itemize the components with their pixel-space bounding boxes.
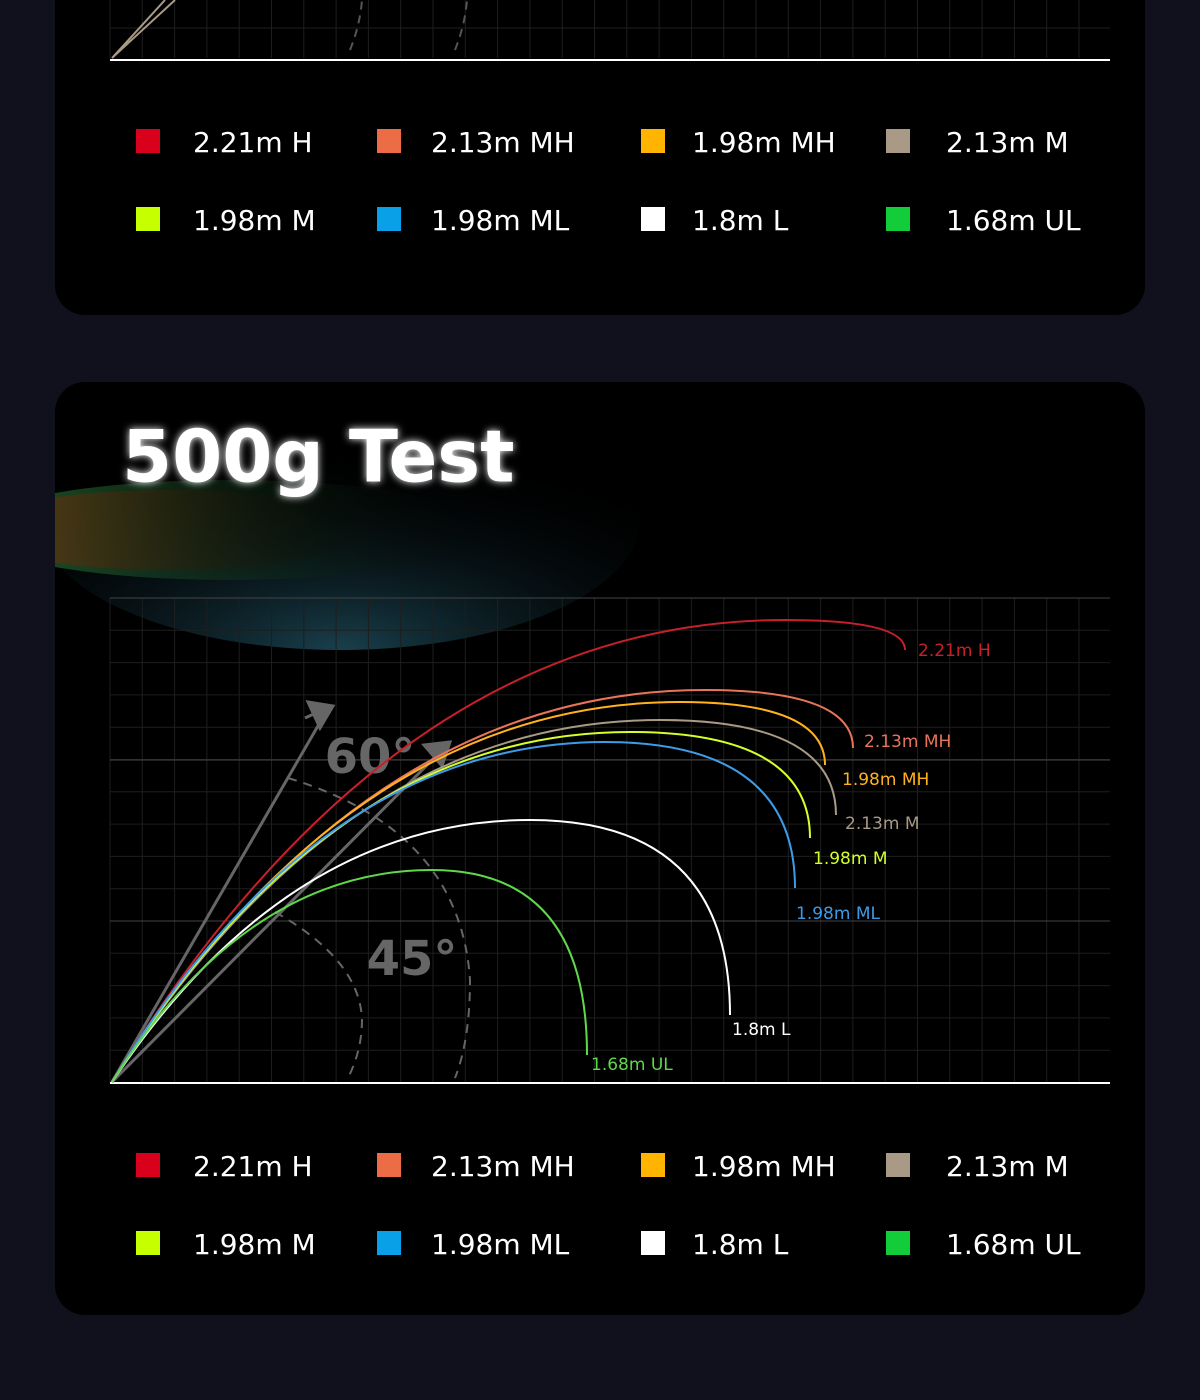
legend-swatch <box>886 129 910 153</box>
angle-arc <box>349 0 468 51</box>
legend-label: 1.98m MH <box>692 1150 836 1183</box>
bend-curve <box>111 718 837 1083</box>
curve-label: 1.98m M <box>813 849 887 869</box>
curve-fragment <box>111 0 176 59</box>
legend-label: 1.68m UL <box>946 204 1081 237</box>
legend-label: 1.8m L <box>692 1228 789 1261</box>
legend-label: 1.68m UL <box>946 1228 1081 1261</box>
grid <box>109 597 1110 1083</box>
curve-label: 1.8m L <box>732 1020 791 1040</box>
bend-curve <box>111 730 811 1083</box>
legend-swatch <box>136 207 160 231</box>
legend-swatch <box>641 1231 665 1255</box>
bend-curve <box>111 618 906 1083</box>
legend-swatch <box>377 1153 401 1177</box>
angle-label: 60° <box>325 729 416 785</box>
legend: 2.21m H 2.13m MH 1.98m MH 2.13m M 1.98m M 1.9… <box>136 1150 1081 1261</box>
legend-label: 1.98m ML <box>431 1228 570 1261</box>
curve-label: 2.13m M <box>845 814 919 834</box>
legend-label: 2.21m H <box>193 126 313 159</box>
legend-swatch <box>377 1231 401 1255</box>
legend-swatch <box>641 207 665 231</box>
curves: 2.21m H 2.13m MH 1.98m MH 2.13m M 1.98m M 1.9… <box>111 618 991 1083</box>
angle-label: 45° <box>367 931 458 987</box>
curve-label: 2.21m H <box>918 641 991 661</box>
curve-label: 2.13m MH <box>864 732 951 752</box>
legend-swatch <box>136 1153 160 1177</box>
top-card <box>55 0 1145 315</box>
legend-swatch <box>641 129 665 153</box>
legend-swatch <box>377 129 401 153</box>
title: 500g Test <box>122 415 515 499</box>
legend-swatch <box>641 1153 665 1177</box>
legend-swatch <box>886 207 910 231</box>
legend-label: 2.13m M <box>946 126 1069 159</box>
legend-label: 2.13m MH <box>431 1150 575 1183</box>
legend-label: 1.98m M <box>193 1228 316 1261</box>
legend-label: 1.8m L <box>692 204 789 237</box>
legend-label: 1.98m M <box>193 204 316 237</box>
top-grid <box>109 0 1110 58</box>
legend-label: 1.98m ML <box>431 204 570 237</box>
legend-label: 2.21m H <box>193 1150 313 1183</box>
legend-swatch <box>886 1153 910 1177</box>
legend-swatch <box>136 1231 160 1255</box>
header-glow <box>55 390 640 650</box>
legend-swatch <box>377 207 401 231</box>
legend: 2.21m H 2.13m MH 1.98m MH 2.13m M 1.98m M 1.9… <box>136 126 1081 237</box>
curve-label: 1.98m ML <box>796 904 880 924</box>
legend-label: 2.13m MH <box>431 126 575 159</box>
curve-label: 1.68m UL <box>591 1055 673 1075</box>
legend-swatch <box>886 1231 910 1255</box>
legend-label: 2.13m M <box>946 1150 1069 1183</box>
legend-swatch <box>136 129 160 153</box>
bend-curve <box>111 868 588 1083</box>
legend-label: 1.98m MH <box>692 126 836 159</box>
bend-curve <box>111 740 796 1083</box>
curve-label: 1.98m MH <box>842 770 929 790</box>
